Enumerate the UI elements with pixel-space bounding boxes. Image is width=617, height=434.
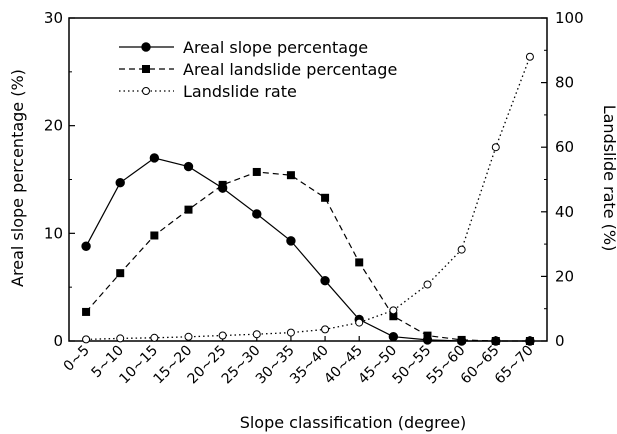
legend-label: Areal landslide percentage — [183, 60, 397, 79]
data-point — [149, 153, 160, 163]
data-point — [321, 325, 330, 334]
y-axis-left: 0 10 20 30 — [44, 9, 75, 350]
series-1 — [81, 153, 535, 346]
legend: Areal slope percentage Areal landslide pe… — [119, 38, 397, 101]
series-2 — [82, 167, 534, 345]
data-point — [184, 332, 193, 341]
data-point — [457, 335, 466, 344]
data-point — [82, 307, 91, 316]
y-left-tick-label: 10 — [44, 224, 63, 242]
data-point — [388, 331, 399, 342]
y-left-tick-label: 20 — [44, 117, 63, 135]
data-point — [183, 161, 194, 172]
data-point — [184, 205, 193, 214]
y-right-tick-label: 0 — [555, 332, 565, 350]
legend-item: Landslide rate — [119, 82, 297, 101]
data-point — [218, 180, 227, 189]
data-point — [218, 331, 227, 340]
data-point — [142, 65, 150, 73]
data-point — [142, 87, 150, 95]
data-point — [150, 333, 159, 342]
y-right-tick-label: 80 — [555, 74, 574, 92]
legend-item: Areal landslide percentage — [119, 60, 397, 79]
x-tick-label: 65~70 — [492, 343, 537, 388]
y-right-tick-label: 100 — [555, 9, 584, 27]
data-point — [525, 52, 534, 61]
data-point — [320, 276, 330, 286]
y-axis-right: 0 20 40 60 80 100 — [541, 9, 584, 350]
data-point — [491, 143, 500, 152]
y-left-tick-label: 30 — [44, 9, 63, 27]
legend-label: Areal slope percentage — [183, 38, 368, 57]
data-point — [81, 241, 91, 251]
data-point — [116, 334, 125, 343]
data-point — [141, 42, 151, 52]
series-line — [86, 56, 531, 341]
data-point — [82, 335, 91, 344]
data-point — [423, 331, 432, 340]
y-right-tick-label: 20 — [555, 267, 574, 285]
y-left-tick-label: 0 — [53, 332, 63, 350]
series-line — [85, 171, 530, 342]
data-point — [389, 312, 398, 321]
data-point — [252, 330, 261, 339]
data-point — [457, 245, 466, 254]
data-point — [491, 337, 500, 345]
data-point — [355, 318, 364, 327]
data-point — [286, 328, 295, 337]
x-axis-title: Slope classification (degree) — [240, 413, 467, 432]
data-point — [150, 231, 159, 240]
legend-label: Landslide rate — [183, 82, 297, 101]
series-3 — [82, 52, 534, 344]
y-axis-right-title: Landslide rate (%) — [600, 105, 617, 252]
series-line — [85, 157, 530, 342]
data-point — [525, 337, 534, 345]
y-axis-left-title: Areal slope percentage (%) — [8, 69, 27, 287]
data-point — [389, 306, 398, 315]
data-point — [252, 209, 262, 219]
data-point — [286, 236, 296, 246]
data-point — [423, 280, 432, 289]
data-point — [286, 171, 295, 180]
data-point — [355, 258, 364, 267]
y-right-tick-label: 60 — [555, 138, 574, 156]
y-right-tick-label: 40 — [555, 203, 574, 221]
data-point — [252, 167, 261, 176]
data-point — [321, 193, 330, 202]
legend-item: Areal slope percentage — [119, 38, 368, 57]
data-point — [115, 178, 125, 188]
series-group — [81, 52, 535, 346]
data-point — [116, 269, 125, 278]
